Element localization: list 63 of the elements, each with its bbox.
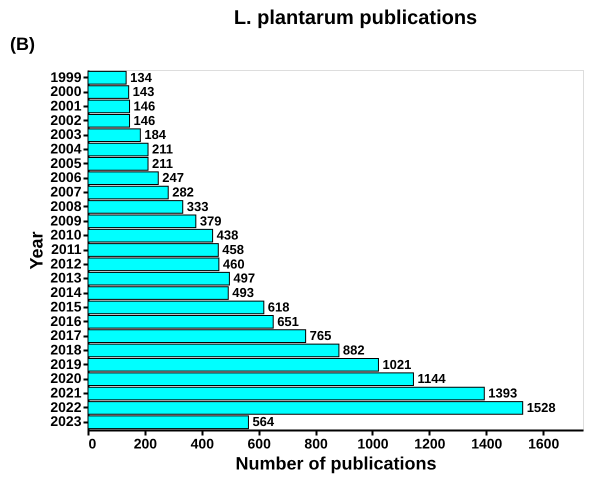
data-label: 247: [162, 170, 184, 186]
y-tick-label: 2021: [50, 384, 82, 401]
y-tick-label: 2023: [50, 413, 82, 430]
x-tick-label: 1600: [528, 436, 560, 452]
y-axis-title: Year: [26, 231, 46, 270]
data-label: 1021: [382, 356, 412, 372]
data-label: 211: [152, 142, 174, 157]
data-label: 333: [186, 198, 208, 214]
data-label: 460: [222, 256, 245, 272]
data-label: 1144: [417, 371, 446, 386]
y-tick-label: 2013: [50, 270, 82, 286]
y-tick-label: 2014: [50, 284, 82, 300]
y-tick-label: 2008: [50, 198, 82, 214]
y-tick-label: 2012: [50, 255, 82, 272]
data-label: 882: [342, 342, 365, 358]
x-tick-label: 1400: [471, 436, 503, 452]
data-label: 282: [172, 184, 194, 200]
y-tick-label: 2009: [50, 212, 82, 228]
y-tick-label: 2001: [50, 97, 82, 114]
text: (B): [10, 34, 35, 54]
data-label: 1393: [488, 386, 518, 401]
x-tick-label: 1000: [357, 436, 389, 452]
y-tick-label: 2011: [51, 241, 82, 257]
data-label: 134: [130, 70, 153, 85]
data-label: 184: [144, 127, 167, 142]
chart-title: L. plantarum publications: [234, 7, 478, 29]
y-tick-label: 2019: [50, 356, 82, 372]
data-label: 618: [268, 299, 290, 314]
y-tick-label: 1999: [50, 68, 82, 85]
data-label: 146: [134, 98, 156, 114]
y-tick-label: 2000: [50, 83, 82, 100]
data-label: 1528: [526, 400, 556, 415]
data-label: 143: [132, 84, 154, 100]
x-axis-title: Number of publications: [235, 454, 437, 474]
y-tick-label: 2007: [50, 184, 82, 200]
data-label: 379: [200, 213, 222, 228]
y-tick-label: 2022: [50, 398, 82, 415]
data-label: 146: [134, 112, 156, 128]
x-tick-label: 600: [248, 436, 272, 452]
data-label: 564: [252, 414, 275, 430]
data-label: 438: [216, 228, 238, 243]
y-tick-label: 2020: [50, 370, 82, 386]
data-label: 458: [222, 242, 244, 257]
y-tick-label: 2016: [50, 312, 82, 329]
y-tick-label: 2004: [50, 140, 82, 157]
y-tick-label: 2017: [50, 327, 82, 344]
data-label: 497: [233, 270, 256, 286]
y-tick-label: 2010: [50, 226, 82, 243]
data-label: 211: [152, 156, 174, 171]
data-label: 493: [232, 285, 254, 300]
x-tick-label: 0: [88, 436, 96, 452]
data-label: 651: [277, 314, 299, 329]
y-tick-label: 2018: [50, 341, 82, 358]
x-tick-label: 200: [134, 436, 158, 452]
x-tick-label: 400: [190, 436, 214, 452]
x-tick-label: 800: [304, 436, 328, 452]
y-tick-label: 2002: [50, 112, 82, 128]
y-tick-label: 2006: [50, 169, 82, 186]
data-label: 765: [310, 328, 332, 344]
x-tick-label: 1200: [414, 436, 446, 452]
y-tick-label: 2015: [50, 298, 82, 314]
y-tick-label: 2005: [50, 154, 82, 171]
y-tick-label: 2003: [50, 126, 82, 142]
